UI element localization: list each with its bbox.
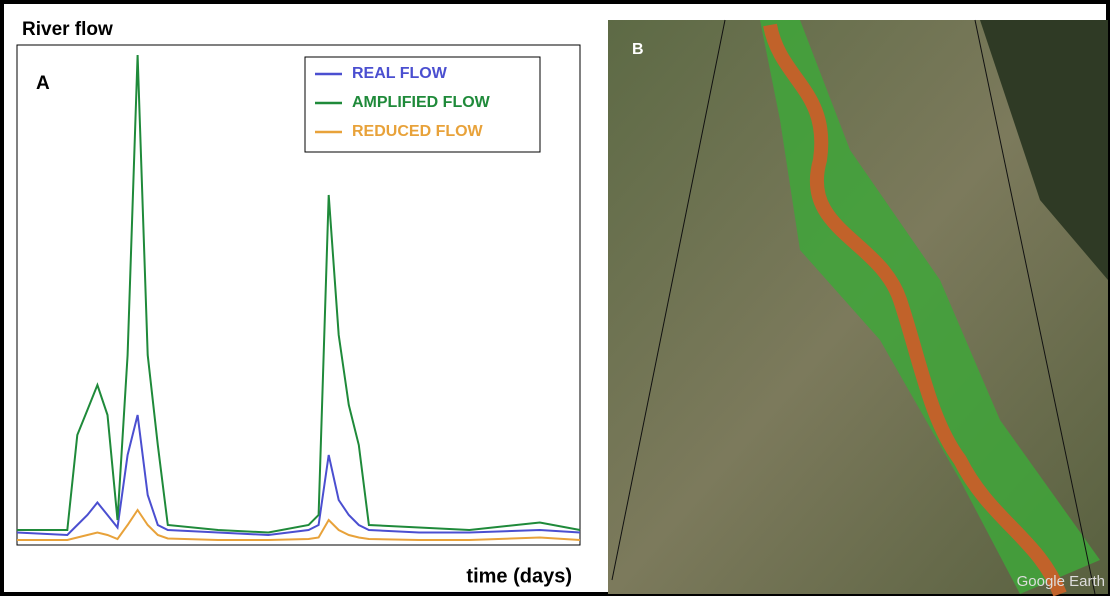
forest (980, 20, 1108, 280)
series-line (16, 414, 581, 537)
panel-label: A (36, 73, 50, 94)
boundary-line (611, 19, 726, 581)
x-axis-label: time (days) (466, 565, 572, 587)
panel-b: B Google Earth (608, 19, 1108, 596)
chart-title: River flow (22, 19, 113, 40)
boundary-line (974, 19, 1096, 595)
legend-label: REDUCED FLOW (352, 123, 484, 140)
legend-label: AMPLIFIED FLOW (352, 94, 491, 111)
panel-label: B (632, 41, 644, 58)
legend (304, 56, 541, 153)
legend-label: REAL FLOW (352, 65, 448, 82)
series-line (17, 54, 581, 534)
flood-area (760, 20, 1100, 594)
series-line (17, 508, 581, 541)
river-reduced (763, 23, 1067, 596)
watermark: Google Earth (1017, 573, 1105, 590)
